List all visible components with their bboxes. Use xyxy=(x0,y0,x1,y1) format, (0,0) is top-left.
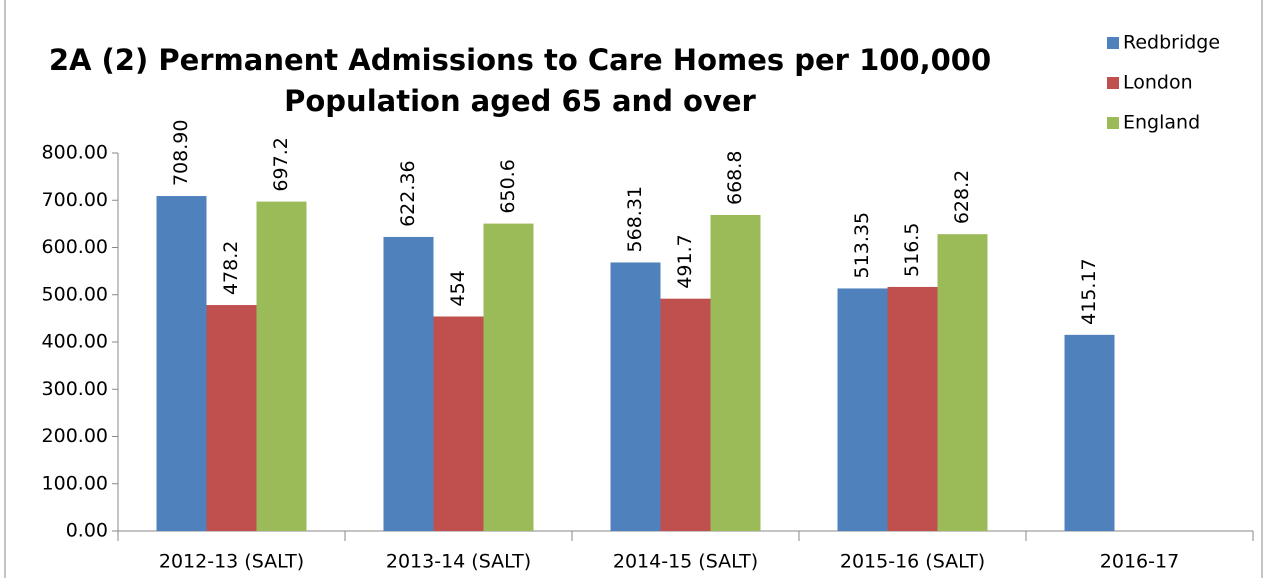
x-tick-label: 2013-14 (SALT) xyxy=(386,551,531,573)
legend-label: England xyxy=(1123,112,1200,134)
bar xyxy=(937,234,988,531)
chart-title: 2A (2) Permanent Admissions to Care Home… xyxy=(49,43,991,77)
data-label: 622.36 xyxy=(397,160,419,226)
y-tick-label: 700.00 xyxy=(42,189,108,211)
bar xyxy=(710,214,761,531)
x-tick-label: 2012-13 (SALT) xyxy=(159,551,304,573)
data-label: 513.35 xyxy=(851,212,873,278)
data-label: 628.2 xyxy=(951,170,973,224)
bar xyxy=(483,223,534,532)
legend-label: Redbridge xyxy=(1123,32,1220,54)
x-tick-label: 2016-17 xyxy=(1100,551,1179,573)
y-tick-label: 400.00 xyxy=(42,331,108,353)
bar xyxy=(1064,334,1115,531)
data-label: 697.2 xyxy=(270,137,292,191)
bar xyxy=(156,196,207,532)
x-tick-label: 2014-15 (SALT) xyxy=(613,551,758,573)
y-tick-label: 600.00 xyxy=(42,236,108,258)
data-label: 491.7 xyxy=(674,234,696,288)
y-tick-label: 300.00 xyxy=(42,378,108,400)
bar xyxy=(256,201,307,531)
y-tick-label: 0.00 xyxy=(66,520,108,542)
bar xyxy=(610,262,661,531)
bar xyxy=(887,286,938,531)
y-tick-label: 200.00 xyxy=(42,425,108,447)
data-label: 568.31 xyxy=(624,186,646,252)
bar xyxy=(660,298,711,531)
chart-title: Population aged 65 and over xyxy=(284,84,756,118)
data-label: 478.2 xyxy=(220,241,242,295)
y-tick-label: 100.00 xyxy=(42,472,108,494)
legend-swatch xyxy=(1107,77,1119,89)
legend-swatch xyxy=(1107,117,1119,129)
data-label: 454 xyxy=(447,270,469,306)
data-label: 708.90 xyxy=(170,120,192,186)
bar xyxy=(837,288,888,531)
legend-label: London xyxy=(1123,72,1193,94)
data-label: 415.17 xyxy=(1078,258,1100,324)
bar xyxy=(383,236,434,531)
bar xyxy=(206,305,257,531)
y-tick-label: 500.00 xyxy=(42,283,108,305)
data-label: 650.6 xyxy=(497,159,519,213)
bar xyxy=(433,316,484,531)
data-label: 516.5 xyxy=(901,223,923,277)
data-label: 668.8 xyxy=(724,151,746,205)
legend-swatch xyxy=(1107,37,1119,49)
y-tick-label: 800.00 xyxy=(42,142,108,164)
x-tick-label: 2015-16 (SALT) xyxy=(840,551,985,573)
